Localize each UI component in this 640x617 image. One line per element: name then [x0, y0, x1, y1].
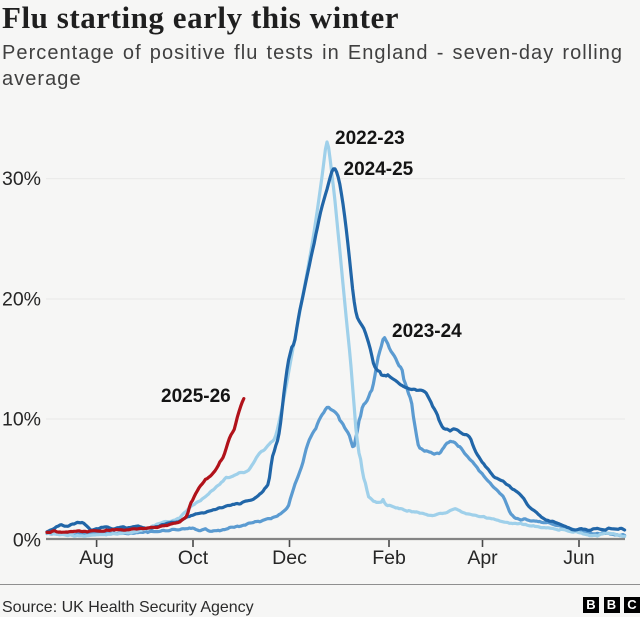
svg-text:0%: 0% [13, 530, 41, 552]
svg-text:10%: 10% [2, 409, 41, 431]
svg-text:Jun: Jun [563, 547, 594, 569]
svg-text:Oct: Oct [178, 547, 209, 569]
svg-text:Apr: Apr [467, 547, 498, 569]
svg-text:Dec: Dec [272, 547, 307, 569]
svg-text:2025-26: 2025-26 [161, 386, 231, 407]
svg-text:Aug: Aug [79, 547, 114, 569]
svg-text:Feb: Feb [372, 547, 406, 569]
svg-text:30%: 30% [2, 168, 41, 190]
svg-text:2022-23: 2022-23 [335, 128, 405, 149]
svg-text:2023-24: 2023-24 [392, 321, 462, 342]
svg-text:2024-25: 2024-25 [344, 159, 414, 180]
svg-text:20%: 20% [2, 289, 41, 311]
